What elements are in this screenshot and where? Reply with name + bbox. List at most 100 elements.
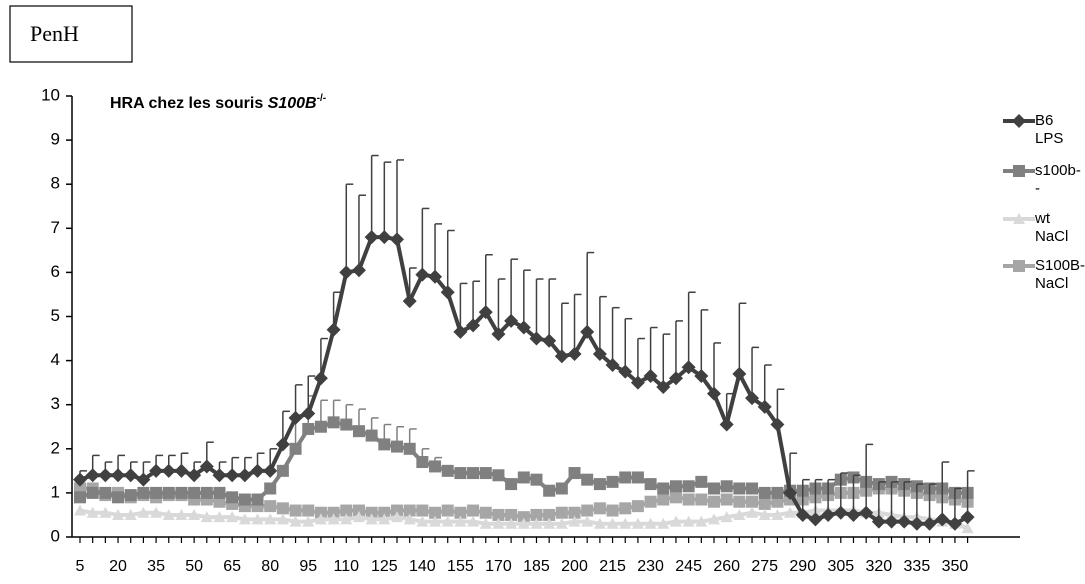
y-tick-label: 7 xyxy=(51,218,60,237)
marker xyxy=(669,491,682,504)
marker xyxy=(681,360,696,375)
x-tick-label: 305 xyxy=(827,558,854,575)
marker xyxy=(187,468,202,483)
error-bar xyxy=(370,154,379,238)
marker xyxy=(746,506,759,518)
x-tick-label: 140 xyxy=(409,558,436,575)
marker xyxy=(429,506,442,519)
marker xyxy=(631,471,644,484)
marker xyxy=(884,514,899,529)
marker xyxy=(174,463,189,478)
marker xyxy=(124,508,137,520)
marker xyxy=(478,305,493,320)
marker xyxy=(429,460,442,473)
marker xyxy=(657,517,670,529)
series xyxy=(74,504,974,534)
marker xyxy=(592,346,607,361)
y-tick-label: 8 xyxy=(51,174,60,193)
marker xyxy=(644,495,657,508)
marker xyxy=(605,358,620,373)
marker xyxy=(543,517,556,529)
error-bar xyxy=(573,293,582,354)
y-tick-label: 2 xyxy=(51,438,60,457)
x-tick-label: 50 xyxy=(185,558,203,575)
marker xyxy=(593,517,606,529)
marker xyxy=(695,475,708,488)
marker xyxy=(783,485,798,500)
error-bar xyxy=(535,278,544,339)
marker xyxy=(529,331,544,346)
x-tick-label: 215 xyxy=(599,558,626,575)
marker xyxy=(238,493,251,506)
marker xyxy=(517,517,530,529)
marker xyxy=(454,467,467,480)
marker xyxy=(263,463,278,478)
marker xyxy=(732,366,747,381)
error-bar xyxy=(459,282,468,332)
marker xyxy=(581,515,594,527)
error-bar xyxy=(446,229,455,293)
marker xyxy=(212,468,227,483)
marker xyxy=(327,416,340,429)
series-line xyxy=(79,420,968,502)
error-bar xyxy=(434,223,443,277)
marker xyxy=(492,469,505,482)
marker xyxy=(226,491,239,504)
marker xyxy=(593,502,606,515)
marker xyxy=(580,324,595,339)
error-bar xyxy=(687,291,696,368)
error-bar xyxy=(941,461,950,520)
marker xyxy=(960,510,975,525)
legend-symbol xyxy=(1003,260,1035,272)
x-tick-label: 35 xyxy=(147,558,165,575)
y-label-box xyxy=(9,5,133,63)
legend-item: S100B-/- NaCl xyxy=(1003,257,1085,293)
marker xyxy=(568,506,581,519)
marker xyxy=(161,463,176,478)
marker xyxy=(758,497,771,510)
chart-title: HRA chez les souris S100B-/- xyxy=(110,93,326,113)
marker xyxy=(467,504,480,517)
marker xyxy=(695,493,708,506)
marker xyxy=(288,410,303,425)
marker xyxy=(391,440,403,453)
marker xyxy=(695,515,708,527)
marker xyxy=(554,349,569,364)
marker xyxy=(567,346,582,361)
marker xyxy=(543,508,556,521)
x-tick-label: 110 xyxy=(334,558,360,575)
marker xyxy=(352,425,365,438)
marker xyxy=(630,375,645,390)
marker xyxy=(530,517,543,529)
y-tick-label: 5 xyxy=(51,306,60,325)
marker xyxy=(213,511,226,523)
marker xyxy=(707,386,721,401)
marker xyxy=(264,513,277,525)
x-tick-label: 230 xyxy=(637,558,664,575)
marker xyxy=(492,508,505,521)
error-bar xyxy=(421,207,430,275)
marker xyxy=(199,459,214,474)
marker xyxy=(453,324,468,339)
marker xyxy=(467,467,480,480)
marker xyxy=(618,364,633,379)
y-tick-label: 3 xyxy=(51,394,60,413)
marker xyxy=(606,517,619,529)
marker xyxy=(74,504,86,516)
legend-symbol xyxy=(1003,165,1035,177)
marker xyxy=(668,371,683,386)
legend-symbol xyxy=(1003,213,1035,224)
x-tick-label: 20 xyxy=(109,558,127,575)
marker xyxy=(251,513,264,525)
marker xyxy=(150,506,163,518)
error-bar xyxy=(751,346,760,399)
marker xyxy=(175,508,188,520)
marker xyxy=(720,480,733,493)
marker xyxy=(289,442,302,455)
marker xyxy=(947,516,962,531)
marker xyxy=(99,506,112,518)
marker xyxy=(479,506,492,519)
marker xyxy=(416,504,429,517)
marker xyxy=(644,517,657,529)
marker xyxy=(530,473,543,486)
